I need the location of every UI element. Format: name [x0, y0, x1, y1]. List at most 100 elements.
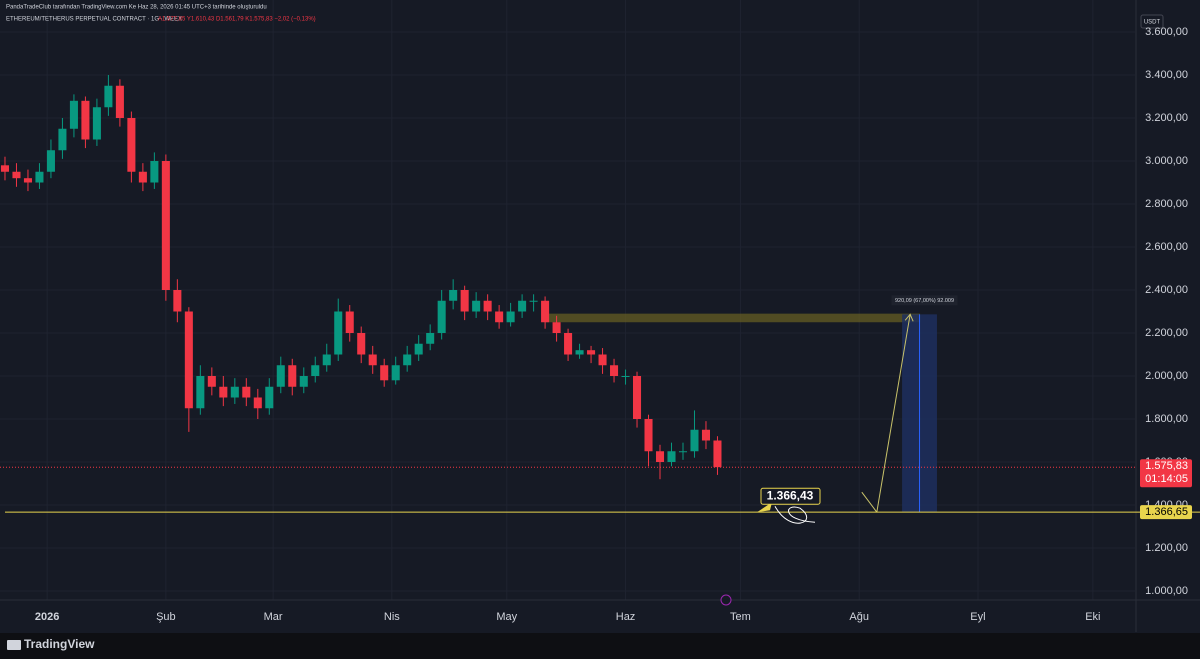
- candle-body: [23, 178, 32, 183]
- candle-body: [265, 386, 274, 409]
- candle-body: [414, 343, 423, 355]
- x-tick-label: 2026: [35, 611, 59, 623]
- candle-body: [0, 165, 10, 172]
- candle-body: [426, 333, 435, 344]
- countdown: 01:14:05: [1145, 473, 1188, 485]
- candle-body: [357, 333, 366, 355]
- brand: TradingView: [24, 637, 95, 651]
- x-tick-label: Şub: [156, 611, 176, 623]
- y-tick-label: 3.000,00: [1145, 155, 1188, 167]
- candle-body: [81, 100, 90, 140]
- candle-body: [598, 354, 607, 366]
- candle-body: [437, 300, 446, 333]
- x-tick-label: Eki: [1085, 611, 1100, 623]
- y-tick-label: 2.400,00: [1145, 284, 1188, 296]
- logo: [7, 640, 21, 650]
- candle-body: [667, 451, 676, 462]
- arrow-tail: [861, 491, 878, 513]
- candle-body: [242, 386, 251, 398]
- candle-body: [575, 350, 584, 355]
- candle-body: [288, 365, 297, 387]
- x-tick-label: Haz: [616, 611, 636, 623]
- projection-label-box: [891, 295, 958, 306]
- scribble: [774, 505, 816, 524]
- candle-body: [161, 161, 170, 290]
- candle-body: [678, 451, 688, 453]
- currency: USDT: [1144, 20, 1161, 26]
- x-tick-label: Mar: [264, 611, 283, 623]
- candle-body: [449, 290, 458, 301]
- candle-body: [35, 171, 44, 183]
- candle-body: [207, 376, 216, 387]
- candle-body: [655, 451, 665, 462]
- candle-body: [58, 128, 67, 151]
- candle-body: [587, 350, 596, 355]
- candle-body: [518, 300, 527, 312]
- candle-body: [644, 419, 653, 452]
- arrow: [876, 314, 911, 513]
- candle-body: [472, 300, 481, 312]
- candle-body: [150, 161, 159, 183]
- callout-label: 1.366,43: [767, 488, 814, 502]
- candle-body: [184, 311, 193, 409]
- candle-body: [690, 429, 699, 452]
- y-tick-label: 1.200,00: [1145, 542, 1188, 554]
- x-tick-label: Nis: [384, 611, 400, 623]
- candle-body: [299, 376, 308, 387]
- candle-body: [495, 311, 504, 323]
- candle-body: [564, 333, 573, 355]
- y-tick-label: 1.800,00: [1145, 413, 1188, 425]
- candle-body: [483, 300, 492, 312]
- candle-body: [529, 300, 538, 302]
- symbol: ETHEREUM/TETHERUS PERPETUAL CONTRACT · 1…: [6, 17, 182, 23]
- candle-body: [173, 290, 182, 312]
- candle-body: [368, 354, 377, 366]
- y-tick-label: 2.000,00: [1145, 370, 1188, 382]
- y-tick-label: 3.200,00: [1145, 112, 1188, 124]
- candle-body: [334, 311, 343, 355]
- candle-body: [127, 118, 136, 172]
- candle-body: [12, 171, 21, 179]
- candle-body: [276, 365, 285, 387]
- x-tick-label: May: [496, 611, 517, 623]
- candle-body: [713, 440, 722, 468]
- candle-body: [230, 386, 239, 398]
- candle-body: [380, 365, 389, 381]
- event-icon[interactable]: [720, 594, 732, 606]
- last-price-box: [1140, 459, 1192, 488]
- x-tick-label: Ağu: [849, 611, 869, 623]
- x-tick-label: Tem: [730, 611, 751, 623]
- candle-body: [219, 386, 228, 398]
- candle-body: [138, 171, 147, 183]
- ohlc: A1.577,85 Y1.610,43 D1.561,79 K1.575,83 …: [158, 17, 316, 23]
- projection-label: 920,09 (67,00%) 92.009: [895, 298, 954, 304]
- credit: PandaTradeClub tarafından TradingView.co…: [6, 5, 267, 11]
- candle-body: [69, 100, 78, 129]
- y-tick-label: 1.000,00: [1145, 585, 1188, 597]
- candle-body: [92, 107, 101, 140]
- candle-body: [311, 365, 320, 376]
- candle-body: [253, 397, 262, 409]
- candle-body: [46, 150, 55, 172]
- candle-body: [610, 365, 619, 376]
- candle-body: [621, 376, 630, 377]
- y-tick-label: 2.600,00: [1145, 241, 1188, 253]
- currency-box: [1140, 14, 1164, 29]
- level-box: [1140, 505, 1192, 520]
- candle-body: [115, 85, 124, 118]
- x-tick-label: Eyl: [970, 611, 985, 623]
- y-tick-label: 3.600,00: [1145, 26, 1188, 38]
- y-tick-label: 2.800,00: [1145, 198, 1188, 210]
- candle-body: [541, 300, 550, 323]
- candle-body: [403, 354, 412, 366]
- arrow-head: [904, 313, 914, 322]
- candle-body: [322, 354, 331, 366]
- candle-body: [104, 85, 113, 108]
- candle-body: [391, 365, 400, 381]
- candle-body: [552, 322, 561, 333]
- y-tick-label: 3.400,00: [1145, 69, 1188, 81]
- candle-body: [633, 376, 642, 419]
- candle-body: [460, 290, 469, 312]
- footer: [0, 633, 1200, 659]
